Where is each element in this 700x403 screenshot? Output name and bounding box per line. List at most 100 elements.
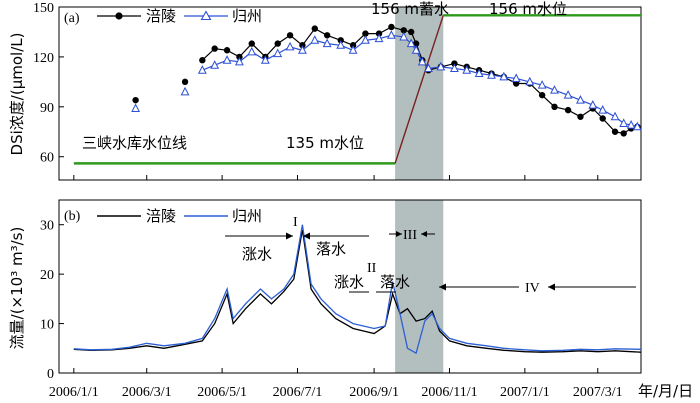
point-fuling [132, 96, 139, 104]
rise-2-label: 涨水 [334, 273, 364, 291]
fall-1-arrowhead [303, 232, 310, 240]
legend-fuling-label: 涪陵 [146, 7, 176, 25]
point-guizhou [180, 86, 190, 96]
point-fuling [311, 25, 318, 32]
period-iv-left-arrowhead [439, 283, 446, 291]
point-guizhou [499, 71, 509, 81]
period-iii-label: III [403, 228, 417, 243]
point-guizhou [273, 48, 283, 58]
point-guizhou [197, 65, 207, 74]
point-guizhou [511, 73, 521, 83]
point-guizhou [374, 33, 384, 43]
panel-b-ytick-label: 10 [40, 318, 54, 333]
series-1-line-b [73, 224, 642, 355]
panel-b-series [73, 224, 642, 355]
point-guizhou [598, 105, 608, 114]
point-fuling [323, 32, 331, 39]
point-guizhou [386, 30, 396, 39]
legend-guizhou-label-b: 归州 [232, 207, 262, 225]
panel-a-legend: 涪陵 归州 [97, 7, 262, 25]
point-guizhou [210, 60, 220, 69]
point-guizhou [424, 63, 433, 73]
period-iii-right-arrowhead [421, 231, 427, 237]
panel-a-frame [58, 6, 642, 181]
point-fuling [400, 27, 407, 34]
point-guizhou [462, 65, 472, 74]
x-tick-label: 2006/11/1 [421, 385, 477, 400]
panel-b-ylabel: 流量/(×10³ m³/s) [8, 227, 26, 350]
point-guizhou [361, 35, 370, 44]
point-fuling [551, 103, 558, 111]
point-guizhou [632, 121, 642, 131]
x-tick-label: 2007/3/1 [573, 385, 623, 400]
point-guizhou [399, 31, 409, 41]
point-guizhou [619, 118, 629, 127]
x-tick-label: 2006/5/1 [197, 385, 247, 400]
rise-1-label: 涨水 [242, 245, 272, 263]
axis-ticks: 60 90 120 150 0 10 20 30 2006/1/1 2006/3/1 2006/5/… [33, 1, 623, 400]
point-fuling [211, 45, 218, 52]
point-guizhou [417, 56, 427, 66]
water-level-line [73, 14, 641, 165]
peak-ii-label: II [367, 261, 377, 276]
point-guizhou [550, 85, 559, 94]
point-guizhou [487, 70, 496, 79]
panel-b-annotations: I 涨水 落水 III II 涨水 落水 IV [225, 215, 636, 296]
point-guizhou [298, 45, 307, 54]
point-fuling [362, 30, 369, 37]
series-0-line-b [73, 229, 642, 353]
point-fuling [611, 128, 619, 135]
point-guizhou [285, 41, 295, 51]
point-fuling [538, 91, 546, 99]
reservoir-line-label: 三峡水库水位线 [82, 134, 187, 152]
point-fuling [620, 130, 627, 137]
legend-fuling-label-b: 涪陵 [146, 207, 176, 225]
peak-i-label: I [293, 215, 298, 230]
level-135-label: 135 m水位 [286, 134, 364, 152]
period-iv-label: IV [525, 281, 540, 296]
point-guizhou [537, 80, 547, 89]
point-guizhou [406, 38, 416, 48]
panel-a-ytick-label: 60 [40, 151, 54, 166]
point-fuling [248, 40, 255, 47]
panel-a-ytick-label: 150 [33, 1, 54, 16]
point-guizhou [336, 40, 346, 49]
panel-b-ytick-label: 0 [47, 367, 54, 382]
point-guizhou [563, 90, 573, 99]
panel-a-ytick-label: 120 [33, 51, 54, 66]
point-guizhou [411, 45, 421, 54]
legend-guizhou-marker [200, 10, 212, 21]
point-fuling [388, 23, 395, 31]
water-level-impounding-ramp [394, 15, 444, 164]
level-156-label: 156 m水位 [489, 0, 567, 18]
point-guizhou [310, 35, 320, 44]
panel-a-label: (a) [64, 11, 80, 26]
point-guizhou [322, 38, 332, 48]
point-fuling [407, 28, 415, 36]
point-fuling [199, 57, 206, 64]
point-guizhou [131, 103, 141, 112]
point-fuling [599, 115, 606, 122]
point-guizhou [247, 46, 257, 56]
point-guizhou [626, 120, 636, 129]
x-tick-label: 2006/3/1 [122, 385, 172, 400]
panel-b-ytick-label: 30 [40, 219, 54, 234]
impounding-label: 156 m蓄水 [371, 0, 449, 18]
point-guizhou [474, 68, 484, 78]
point-guizhou [260, 55, 270, 64]
panel-b-legend: 涪陵 归州 [97, 207, 262, 225]
fall-1-label: 落水 [316, 240, 346, 258]
point-guizhou [588, 100, 598, 109]
panel-a-series [131, 23, 642, 137]
period-iv-right-arrowhead [548, 283, 555, 291]
point-guizhou [610, 111, 620, 121]
point-guizhou [525, 76, 535, 86]
x-tick-label: 2006/9/1 [349, 385, 399, 400]
panel-b-ytick-label: 20 [40, 268, 54, 283]
point-guizhou [222, 55, 232, 64]
fall-2-label: 落水 [380, 273, 410, 291]
x-tick-label: 2007/1/1 [500, 385, 550, 400]
panel-b-frame [58, 199, 642, 374]
x-tick-label: 2006/7/1 [273, 385, 323, 400]
